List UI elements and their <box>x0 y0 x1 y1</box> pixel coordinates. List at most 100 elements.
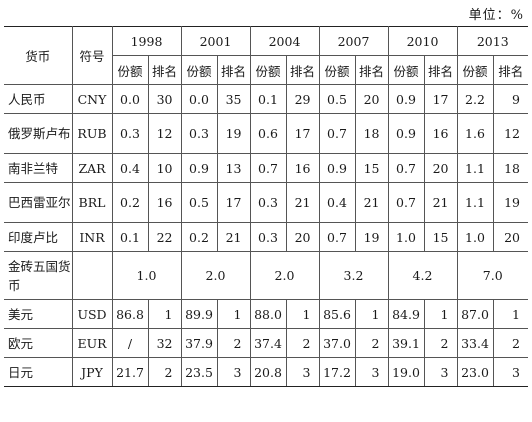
header-year: 2004 <box>249 26 320 56</box>
rank-cell: 2 <box>423 328 458 358</box>
share-cell: 1.0 <box>456 222 494 252</box>
rank-cell: 21 <box>285 182 320 223</box>
header-rank: 排名 <box>285 55 320 85</box>
share-cell: / <box>111 328 149 358</box>
rank-cell: 3 <box>423 357 458 387</box>
rank-cell: 2 <box>147 357 182 387</box>
unit-label: 单位：% <box>468 8 524 23</box>
share-cell: 0.5 <box>318 84 356 114</box>
rank-cell: 35 <box>216 84 251 114</box>
share-cell: 0.9 <box>180 153 218 183</box>
share-cell: 0.9 <box>387 84 425 114</box>
header-rank: 排名 <box>423 55 458 85</box>
header-rank: 排名 <box>492 55 528 85</box>
share-cell: 0.9 <box>318 153 356 183</box>
header-year: 2007 <box>318 26 389 56</box>
rank-cell: 12 <box>147 113 182 154</box>
table-row: 俄罗斯卢布 RUB 0.3 12 0.3 19 0.6 17 0.7 18 0.… <box>4 113 528 154</box>
currency-code: EUR <box>71 328 113 358</box>
currency-name: 人民币 <box>4 84 73 114</box>
table-row: 金砖五国货币 1.0 2.0 2.0 3.2 4.2 7.0 <box>4 251 528 300</box>
header-currency: 货币 <box>4 26 73 85</box>
share-cell: 0.7 <box>318 113 356 154</box>
currency-name: 日元 <box>4 357 73 387</box>
header-share: 份额 <box>112 55 149 85</box>
rank-cell: 20 <box>492 222 528 252</box>
share-cell: 0.4 <box>318 182 356 223</box>
header-year: 2013 <box>456 26 528 56</box>
total-share-cell: 7.0 <box>456 251 528 300</box>
share-cell: 33.4 <box>456 328 494 358</box>
share-cell: 0.2 <box>111 182 149 223</box>
table-row: 巴西雷亚尔 BRL 0.2 16 0.5 17 0.3 21 0.4 21 0.… <box>4 182 528 223</box>
share-cell: 0.9 <box>387 113 425 154</box>
share-cell: 21.7 <box>111 357 149 387</box>
share-cell: 0.0 <box>111 84 149 114</box>
rank-cell: 18 <box>492 153 528 183</box>
rank-cell: 2 <box>216 328 251 358</box>
table-row: 日元 JPY 21.7 2 23.5 3 20.8 3 17.2 3 19.0 … <box>4 357 528 387</box>
table-row: 人民币 CNY 0.0 30 0.0 35 0.1 29 0.5 20 0.9 … <box>4 84 528 114</box>
header-share: 份额 <box>456 55 494 85</box>
table-row: 美元 USD 86.8 1 89.9 1 88.0 1 85.6 1 84.9 … <box>4 299 528 329</box>
share-cell: 17.2 <box>318 357 356 387</box>
rank-cell: 1 <box>216 299 251 329</box>
rank-cell: 20 <box>354 84 389 114</box>
header-rank: 排名 <box>354 55 389 85</box>
rank-cell: 9 <box>492 84 528 114</box>
rank-cell: 17 <box>216 182 251 223</box>
currency-name: 美元 <box>4 299 73 329</box>
rank-cell: 29 <box>285 84 320 114</box>
share-cell: 84.9 <box>387 299 425 329</box>
share-cell: 1.1 <box>456 182 494 223</box>
rank-cell: 19 <box>492 182 528 223</box>
share-cell: 0.3 <box>111 113 149 154</box>
currency-name: 巴西雷亚尔 <box>4 182 73 223</box>
share-cell: 20.8 <box>249 357 287 387</box>
rank-cell: 13 <box>216 153 251 183</box>
rank-cell: 17 <box>285 113 320 154</box>
header-share: 份额 <box>387 55 425 85</box>
share-cell: 0.7 <box>249 153 287 183</box>
currency-code <box>71 251 113 300</box>
rank-cell: 20 <box>423 153 458 183</box>
header-rank: 排名 <box>216 55 251 85</box>
share-cell: 37.9 <box>180 328 218 358</box>
header-year: 2010 <box>387 26 458 56</box>
rank-cell: 1 <box>285 299 320 329</box>
share-cell: 0.1 <box>111 222 149 252</box>
header-year: 2001 <box>180 26 251 56</box>
currency-code: CNY <box>71 84 113 114</box>
total-share-cell: 1.0 <box>111 251 182 300</box>
share-cell: 0.2 <box>180 222 218 252</box>
currency-name: 南非兰特 <box>4 153 73 183</box>
total-share-cell: 2.0 <box>180 251 251 300</box>
rank-cell: 18 <box>354 113 389 154</box>
rank-cell: 21 <box>216 222 251 252</box>
table-row: 欧元 EUR / 32 37.9 2 37.4 2 37.0 2 39.1 2 … <box>4 328 528 358</box>
currency-name: 欧元 <box>4 328 73 358</box>
rank-cell: 3 <box>492 357 528 387</box>
currency-share-table: 货币 符号 1998 2001 2004 2007 2010 2013 份额 排… <box>4 26 528 387</box>
total-share-cell: 2.0 <box>249 251 320 300</box>
share-cell: 0.3 <box>180 113 218 154</box>
rank-cell: 17 <box>423 84 458 114</box>
header-rank: 排名 <box>147 55 182 85</box>
share-cell: 89.9 <box>180 299 218 329</box>
share-cell: 37.0 <box>318 328 356 358</box>
rank-cell: 32 <box>147 328 182 358</box>
share-cell: 0.0 <box>180 84 218 114</box>
rank-cell: 16 <box>147 182 182 223</box>
currency-code: ZAR <box>71 153 113 183</box>
rank-cell: 3 <box>354 357 389 387</box>
rank-cell: 15 <box>354 153 389 183</box>
rank-cell: 2 <box>492 328 528 358</box>
share-cell: 37.4 <box>249 328 287 358</box>
share-cell: 23.5 <box>180 357 218 387</box>
share-cell: 87.0 <box>456 299 494 329</box>
share-cell: 2.2 <box>456 84 494 114</box>
share-cell: 86.8 <box>111 299 149 329</box>
total-share-cell: 3.2 <box>318 251 389 300</box>
share-cell: 39.1 <box>387 328 425 358</box>
share-cell: 0.7 <box>387 182 425 223</box>
